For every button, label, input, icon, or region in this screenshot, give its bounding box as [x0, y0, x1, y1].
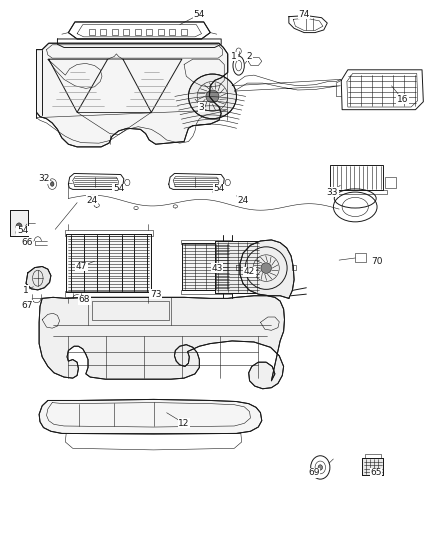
- Text: 32: 32: [39, 174, 50, 183]
- Bar: [362, 458, 383, 475]
- Text: 42: 42: [244, 268, 255, 276]
- Bar: [355, 253, 366, 262]
- Polygon shape: [39, 296, 285, 389]
- Ellipse shape: [188, 74, 237, 119]
- Text: 2: 2: [247, 52, 252, 61]
- Text: 66: 66: [21, 238, 33, 247]
- Ellipse shape: [261, 263, 272, 273]
- Bar: [180, 290, 231, 294]
- Polygon shape: [39, 399, 262, 434]
- Text: 65: 65: [371, 469, 382, 477]
- Text: 70: 70: [371, 257, 383, 265]
- Bar: [362, 458, 383, 475]
- Text: 33: 33: [327, 188, 338, 197]
- Ellipse shape: [206, 90, 219, 103]
- Text: 1: 1: [23, 286, 29, 295]
- Text: 68: 68: [79, 295, 90, 304]
- Bar: [215, 241, 261, 293]
- Bar: [385, 177, 396, 188]
- Bar: [66, 233, 151, 292]
- Bar: [66, 233, 151, 292]
- Text: 54: 54: [17, 227, 28, 236]
- Bar: [65, 291, 152, 297]
- Bar: [365, 454, 381, 458]
- Bar: [146, 29, 152, 35]
- Text: 12: 12: [178, 419, 190, 428]
- Text: 54: 54: [113, 184, 124, 193]
- Text: 24: 24: [87, 196, 98, 205]
- Ellipse shape: [16, 223, 22, 230]
- Bar: [11, 210, 28, 236]
- Bar: [123, 29, 129, 35]
- Bar: [158, 29, 164, 35]
- Bar: [182, 243, 230, 290]
- Text: 24: 24: [237, 196, 249, 205]
- Bar: [112, 29, 118, 35]
- Text: 67: 67: [21, 301, 33, 310]
- Bar: [135, 29, 141, 35]
- Bar: [92, 301, 169, 320]
- Text: 43: 43: [211, 264, 223, 272]
- Bar: [100, 29, 106, 35]
- Text: 47: 47: [76, 262, 87, 271]
- Polygon shape: [68, 22, 210, 39]
- Bar: [169, 29, 175, 35]
- Bar: [180, 240, 231, 244]
- Ellipse shape: [318, 465, 322, 470]
- Bar: [330, 165, 383, 190]
- Text: 16: 16: [397, 94, 408, 103]
- Text: 3: 3: [199, 102, 205, 111]
- Bar: [11, 210, 28, 236]
- Text: 54: 54: [213, 184, 225, 193]
- Text: 69: 69: [308, 469, 320, 477]
- Bar: [182, 243, 230, 290]
- Polygon shape: [36, 43, 228, 147]
- Bar: [215, 241, 261, 293]
- Text: 74: 74: [298, 10, 310, 19]
- Bar: [89, 29, 95, 35]
- Text: 73: 73: [150, 289, 162, 298]
- Text: 54: 54: [194, 10, 205, 19]
- Text: 1: 1: [231, 52, 237, 61]
- Bar: [65, 230, 152, 236]
- Polygon shape: [26, 266, 51, 290]
- Polygon shape: [240, 240, 294, 298]
- Ellipse shape: [50, 182, 54, 186]
- Bar: [180, 29, 187, 35]
